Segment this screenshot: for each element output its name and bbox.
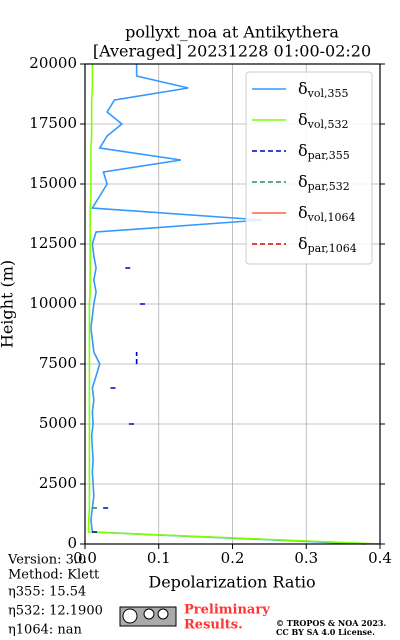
annotation: η532: 12.1900: [8, 604, 103, 619]
legend-subscript: par,1064: [308, 242, 357, 255]
legend-subscript: vol,355: [307, 87, 349, 100]
badge: Results.: [184, 618, 243, 633]
legend-subscript: vol,532: [307, 118, 349, 131]
x-tick-label: 0.1: [147, 549, 171, 567]
cc-logo: [119, 606, 177, 627]
annotation: η355: 15.54: [8, 585, 86, 600]
annotation: Version: 3.0: [7, 553, 86, 568]
y-tick-label: 20000: [29, 54, 77, 72]
legend-symbol: δ: [298, 172, 308, 191]
x-tick-label: 0.2: [221, 549, 245, 567]
profile-line: [92, 267, 148, 533]
x-axis-label: Depolarization Ratio: [148, 573, 315, 592]
legend-symbol: δ: [298, 79, 308, 98]
y-tick-label: 10000: [29, 294, 77, 312]
y-tick-label: 12500: [29, 234, 77, 252]
y-tick-label: 0: [67, 534, 77, 552]
legend-label: δpar,1064: [298, 234, 357, 256]
legend-label: δvol,355: [298, 79, 349, 101]
annotation: η1064: nan: [8, 623, 83, 638]
legend-label: δvol,1064: [298, 203, 356, 225]
y-tick-label: 2500: [39, 474, 77, 492]
y-tick-label: 5000: [39, 414, 77, 432]
badge: Preliminary: [184, 603, 270, 618]
y-axis-label: Height (m): [0, 260, 17, 348]
legend-box: [245, 71, 373, 265]
legend-symbol: δ: [298, 234, 308, 253]
license: CC BY SA 4.0 License.: [276, 627, 375, 637]
profile-line: [90, 64, 366, 545]
license: © TROPOS & NOA 2023.: [276, 618, 386, 628]
profile-line: [87, 64, 381, 545]
legend-subscript: par,355: [308, 149, 350, 162]
x-tick-label: 0.3: [294, 549, 318, 567]
y-tick-label: 15000: [29, 174, 77, 192]
legend-symbol: δ: [298, 110, 308, 129]
legend-label: δvol,532: [298, 110, 349, 132]
y-tick-label: 17500: [29, 114, 77, 132]
y-tick-label: 7500: [39, 354, 77, 372]
x-tick-label: 0.4: [368, 549, 392, 567]
plot-frame: [84, 63, 381, 545]
legend-symbol: δ: [298, 203, 308, 222]
legend-label: δpar,355: [298, 141, 350, 163]
legend-label: δpar,532: [298, 172, 350, 194]
chart-title: [Averaged] 20231228 01:00-02:20: [93, 42, 371, 61]
legend-symbol: δ: [298, 141, 308, 160]
annotation: Method: Klett: [8, 568, 100, 583]
legend-subscript: vol,1064: [307, 211, 356, 224]
chart-title: pollyxt_noa at Antikythera: [125, 23, 339, 42]
x-tick-label: 0.0: [73, 549, 97, 567]
legend-subscript: par,532: [308, 180, 350, 193]
